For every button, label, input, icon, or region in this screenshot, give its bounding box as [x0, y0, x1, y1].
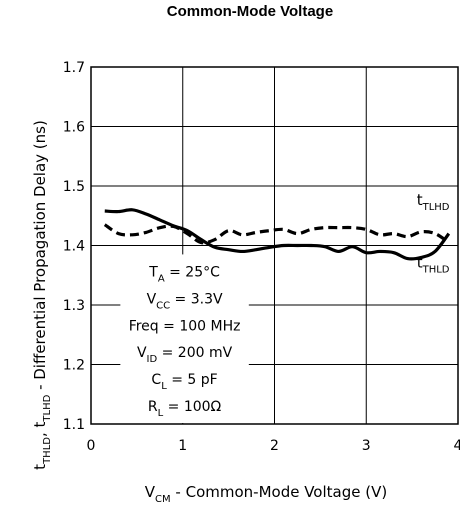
series-label-tTLHD: tTLHD​: [417, 191, 450, 213]
condition-line: CL​ = 5 pF: [151, 372, 217, 392]
label-text: - Differential Propagation Delay (ns): [31, 120, 49, 395]
label-text: t: [417, 191, 423, 209]
label-subscript: TLHD: [42, 394, 53, 422]
label-subscript: CM: [155, 494, 171, 505]
chart-title: Common-Mode Voltage: [167, 3, 333, 20]
x-tick-label: 4: [454, 438, 460, 454]
label-text: V: [147, 291, 157, 307]
y-tick-labels: 1.1 1.2 1.3 1.4 1.5 1.6 1.7: [63, 60, 85, 433]
y-tick-label: 1.6: [63, 120, 85, 136]
x-axis-label: VCM​ - Common-Mode Voltage (V): [145, 483, 387, 505]
label-text: = 5 pF: [167, 372, 218, 388]
label-text: V: [137, 345, 147, 361]
x-tick-label: 2: [270, 438, 279, 454]
label-text: , t: [31, 421, 49, 437]
label-subscript: TLHD: [422, 202, 450, 213]
label-text: = 200 mV: [157, 345, 232, 361]
series-lines: [103, 208, 451, 261]
condition-line: Freq = 100 MHz: [129, 318, 241, 334]
y-tick-label: 1.3: [63, 298, 85, 314]
series-label-tTHLD: tTHLD​: [417, 254, 450, 276]
x-tick-label: 0: [87, 438, 96, 454]
label-text: = 100Ω: [163, 399, 221, 415]
x-tick-label: 3: [362, 438, 371, 454]
label-text: C: [151, 372, 161, 388]
label-text: V: [145, 483, 156, 501]
plot-frame: [90, 66, 459, 425]
label-subscript: THLD: [42, 437, 53, 465]
x-tick-label: 1: [178, 438, 187, 454]
label-text: t: [417, 254, 423, 272]
series-labels: tTLHD​ tTHLD​: [417, 191, 450, 275]
label-text: R: [148, 399, 158, 415]
label-text: - Common-Mode Voltage (V): [171, 483, 388, 501]
y-tick-label: 1.4: [63, 239, 85, 255]
y-axis-label: tTHLD​, tTLHD​ - Differential Propagatio…: [31, 120, 53, 470]
label-subscript: CC: [156, 300, 170, 311]
label-subscript: THLD: [422, 265, 450, 276]
series-line-tTLHD: [103, 223, 450, 245]
series-line-tTHLD: [104, 208, 451, 261]
y-tick-label: 1.5: [63, 179, 85, 195]
label-text: = 3.3V: [170, 291, 223, 307]
label-text: = 25°C: [165, 264, 220, 280]
condition-line: TA​ = 25°C: [148, 264, 220, 284]
label-subscript: L: [161, 381, 167, 392]
x-tick-labels: 0 1 2 3 4: [87, 438, 460, 454]
y-tick-label: 1.2: [63, 358, 85, 374]
condition-line: VCC​ = 3.3V: [147, 291, 223, 311]
condition-line: RL​ = 100Ω: [148, 399, 222, 419]
label-subscript: ID: [147, 354, 158, 365]
y-tick-label: 1.1: [63, 417, 85, 433]
label-text: t: [31, 464, 49, 470]
condition-line: VID​ = 200 mV: [137, 345, 233, 365]
conditions-background: [120, 254, 249, 423]
label-subscript: L: [158, 408, 164, 419]
label-text: Freq = 100 MHz: [129, 318, 241, 334]
test-conditions: TA​ = 25°C VCC​ = 3.3V Freq = 100 MHz VID​ …: [120, 254, 249, 423]
label-subscript: A: [158, 273, 165, 284]
y-tick-label: 1.7: [63, 60, 85, 76]
label-text: T: [148, 264, 158, 280]
